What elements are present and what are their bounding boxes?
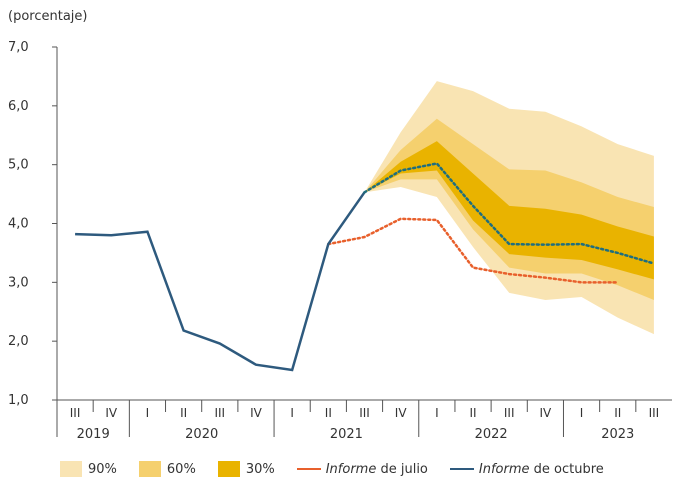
legend-label: de julio bbox=[376, 461, 428, 477]
year-label: 2019 bbox=[77, 427, 110, 442]
legend-label: 60% bbox=[166, 461, 196, 477]
x-tick-label: III bbox=[70, 406, 81, 420]
forecast-line bbox=[363, 162, 656, 265]
legend-item: 30% bbox=[217, 461, 275, 477]
legend-label: 30% bbox=[245, 461, 275, 477]
legend-label: de octubre bbox=[529, 461, 604, 477]
x-tick-label: II bbox=[325, 406, 332, 420]
x-tick-label: III bbox=[359, 406, 370, 420]
legend-line bbox=[449, 468, 474, 470]
x-tick-label: II bbox=[180, 406, 187, 420]
x-tick-label: I bbox=[580, 406, 584, 420]
x-tick-label: IV bbox=[395, 406, 408, 420]
y-tick-label: 7,0 bbox=[8, 40, 29, 55]
x-tick-label: I bbox=[146, 406, 150, 420]
y-tick-label: 5,0 bbox=[8, 158, 29, 173]
year-label: 2021 bbox=[330, 427, 363, 442]
x-tick-label: I bbox=[435, 406, 439, 420]
legend-swatch bbox=[217, 461, 240, 477]
legend-item: 90% bbox=[60, 461, 117, 477]
x-tick-label: IV bbox=[250, 406, 263, 420]
y-axis-label: (porcentaje) bbox=[8, 9, 87, 24]
x-tick-label: III bbox=[504, 406, 515, 420]
legend-swatch bbox=[138, 461, 161, 477]
legend-label: 90% bbox=[88, 461, 117, 477]
x-tick-label: IV bbox=[540, 406, 553, 420]
x-tick-label: II bbox=[614, 406, 621, 420]
y-tick-label: 6,0 bbox=[8, 99, 29, 114]
year-label: 2023 bbox=[601, 427, 634, 442]
legend: 90% 60% 30% Informe de julio Informe de octu… bbox=[60, 461, 626, 477]
y-tick-label: 2,0 bbox=[8, 334, 29, 349]
year-label: 2022 bbox=[475, 427, 508, 442]
legend-item: 60% bbox=[138, 461, 196, 477]
y-tick-label: 4,0 bbox=[8, 217, 29, 232]
x-tick-label: I bbox=[290, 406, 294, 420]
legend-label: Informe bbox=[478, 461, 530, 477]
line bbox=[75, 191, 366, 372]
legend-swatch bbox=[60, 461, 82, 477]
x-tick-label: IV bbox=[105, 406, 118, 420]
legend-label: Informe bbox=[325, 461, 377, 477]
legend-line bbox=[296, 468, 321, 470]
x-tick-label: II bbox=[469, 406, 476, 420]
x-tick-label: III bbox=[214, 406, 225, 420]
line bbox=[327, 217, 619, 284]
legend-item: Informe de octubre bbox=[449, 461, 604, 477]
year-label: 2020 bbox=[185, 427, 218, 442]
y-tick-label: 1,0 bbox=[8, 393, 29, 408]
y-tick-label: 3,0 bbox=[8, 275, 29, 290]
legend-item: Informe de julio bbox=[296, 461, 428, 477]
x-tick-label: III bbox=[649, 406, 660, 420]
